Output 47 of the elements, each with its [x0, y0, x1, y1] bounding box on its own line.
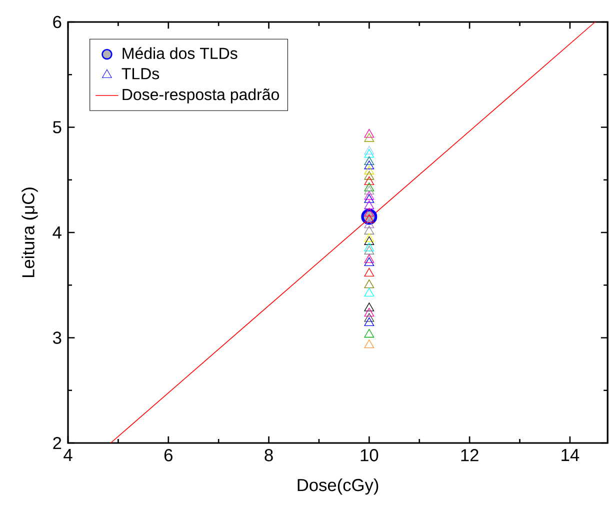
- point: [364, 233, 374, 242]
- point: [364, 236, 374, 245]
- point: [364, 146, 374, 154]
- point: [364, 186, 374, 194]
- point: [364, 171, 374, 180]
- point: [364, 160, 374, 170]
- x-tick-label: 6: [164, 449, 172, 462]
- point: [364, 288, 374, 297]
- y-tick-label: 4: [52, 226, 62, 238]
- point: [364, 219, 374, 228]
- x-axis-title: Dose(cGy): [298, 478, 378, 495]
- x-tick-label: 10: [360, 449, 378, 462]
- point: [364, 166, 374, 174]
- point: [364, 313, 374, 322]
- x-tick-label: 12: [461, 449, 478, 462]
- point: [364, 242, 374, 252]
- x-tick-label: 8: [264, 449, 273, 462]
- point: [364, 302, 374, 312]
- y-tick-label: 5: [53, 121, 62, 134]
- point: [364, 128, 374, 138]
- point: [364, 268, 374, 277]
- point: [364, 254, 374, 263]
- point: [364, 226, 374, 234]
- point: [364, 176, 374, 185]
- point: [364, 156, 374, 165]
- point: [364, 317, 374, 326]
- y-axis-title: Leitura (μC): [22, 188, 38, 278]
- y-tick-label: 6: [53, 16, 62, 28]
- point: [364, 133, 374, 142]
- y-tick-label: 3: [52, 332, 62, 344]
- point: [364, 257, 374, 266]
- point: [364, 182, 374, 192]
- legend-label: TLDs: [122, 68, 160, 80]
- point: [364, 246, 374, 254]
- point: [364, 148, 374, 158]
- point: [364, 194, 374, 203]
- point: [364, 339, 374, 348]
- y-tick-label: 2: [53, 436, 62, 450]
- legend-label: Média dos TLDs: [122, 47, 238, 60]
- x-tick-label: 4: [64, 449, 72, 461]
- point: [364, 308, 374, 317]
- point: [364, 200, 374, 210]
- point: [364, 279, 374, 288]
- x-tick-label: 14: [562, 449, 580, 461]
- point: [364, 191, 374, 200]
- point: [364, 328, 374, 338]
- legend-label: Dose-resposta padrão: [122, 88, 280, 104]
